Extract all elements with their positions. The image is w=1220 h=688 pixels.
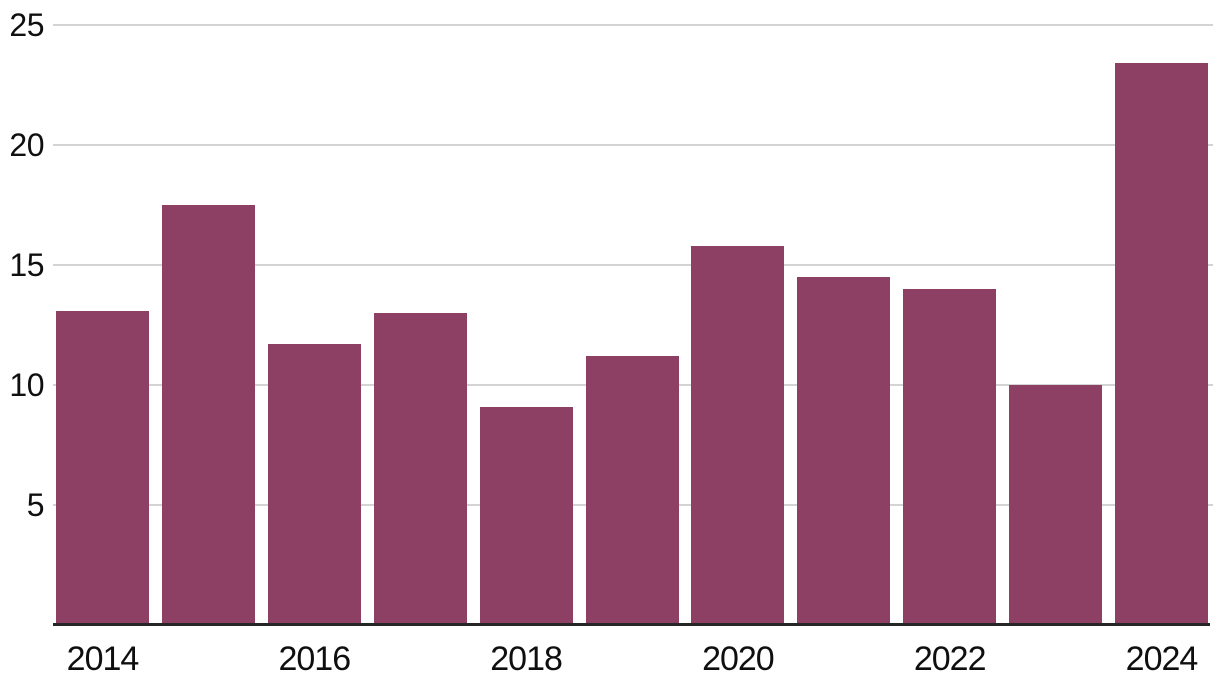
- bar-2024: [1115, 63, 1208, 625]
- x-axis-tick-label: 2024: [1125, 640, 1199, 678]
- bar-2014: [56, 311, 149, 625]
- bar-2018: [480, 407, 573, 625]
- bar-2015: [162, 205, 255, 625]
- bars-layer: [56, 24, 1208, 625]
- gridline-15: [53, 264, 1213, 266]
- bar-2021: [797, 277, 890, 625]
- x-axis-line: [53, 623, 1210, 626]
- x-axis-tick-label: 2014: [66, 640, 140, 678]
- bar-2017: [374, 313, 467, 625]
- x-axis-tick-label: 2022: [913, 640, 987, 678]
- bar-2019: [586, 356, 679, 625]
- x-axis-tick-label: 2016: [278, 640, 351, 678]
- y-axis-tick-label: 20: [9, 127, 44, 163]
- gridline-20: [53, 144, 1213, 146]
- gridline-25: [53, 24, 1213, 26]
- bar-2016: [268, 344, 361, 625]
- x-axis-tick-label: 2020: [702, 640, 775, 678]
- y-axis-tick-label: 25: [9, 7, 44, 43]
- x-axis-tick-label: 2018: [490, 640, 563, 678]
- y-axis-tick-label: 15: [9, 247, 44, 283]
- bar-2022: [903, 289, 996, 625]
- y-axis-tick-label: 10: [9, 367, 44, 403]
- bar-2023: [1009, 385, 1102, 625]
- bar-2020: [691, 246, 784, 625]
- y-axis-tick-label: 5: [26, 487, 45, 523]
